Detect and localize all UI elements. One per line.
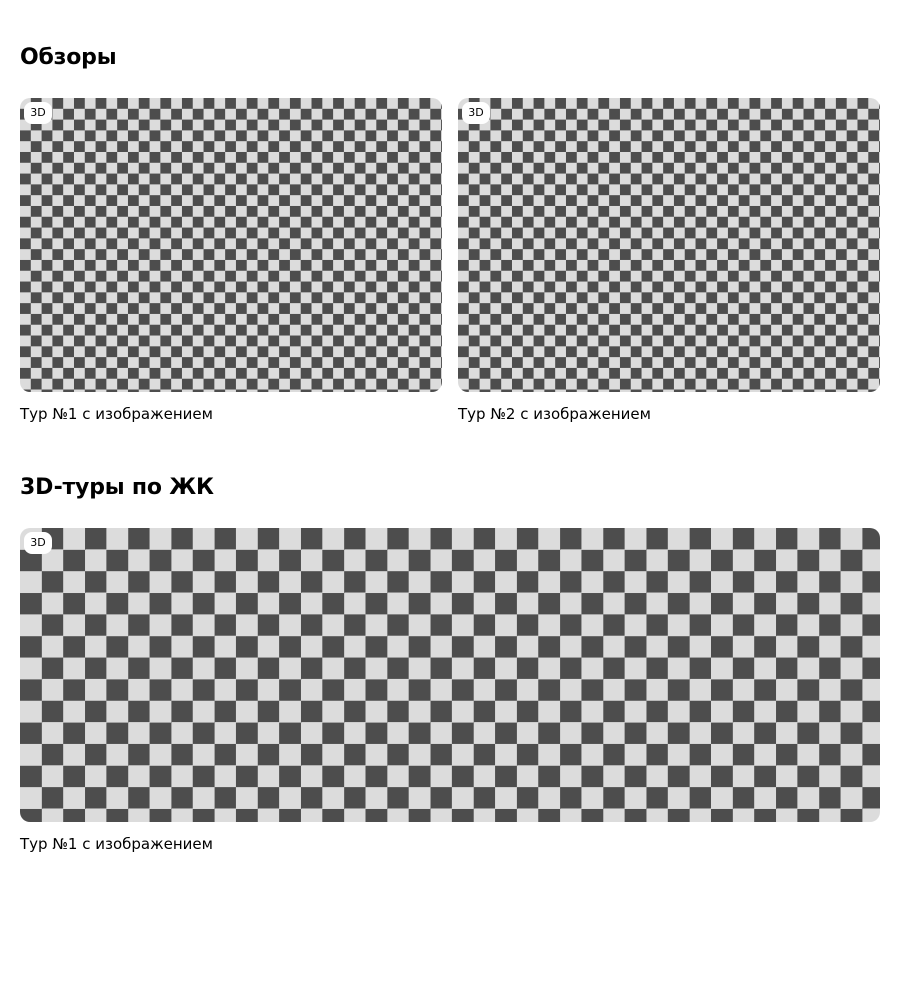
3d-badge: 3D <box>462 102 490 124</box>
tour-image-placeholder[interactable]: 3D <box>458 98 880 392</box>
3d-badge: 3D <box>24 102 52 124</box>
complex-tours-section-title: 3D-туры по ЖК <box>20 475 214 500</box>
tour-image-placeholder[interactable]: 3D <box>20 98 442 392</box>
reviews-section-title: Обзоры <box>20 45 117 70</box>
3d-badge: 3D <box>24 532 52 554</box>
tour-card[interactable]: 3D Тур №1 с изображением <box>20 98 442 424</box>
tour-card[interactable]: 3D Тур №1 с изображением <box>20 528 880 854</box>
tour-caption[interactable]: Тур №1 с изображением <box>20 405 213 423</box>
tour-image-placeholder[interactable]: 3D <box>20 528 880 822</box>
tour-caption[interactable]: Тур №1 с изображением <box>20 835 213 853</box>
tour-card[interactable]: 3D Тур №2 с изображением <box>458 98 880 424</box>
complex-tours-section: 3D-туры по ЖК 3D Тур №1 с изображением <box>20 470 880 853</box>
reviews-section: Обзоры 3D Тур №1 с изображением 3D Тур №… <box>20 40 880 423</box>
tour-caption[interactable]: Тур №2 с изображением <box>458 405 651 423</box>
